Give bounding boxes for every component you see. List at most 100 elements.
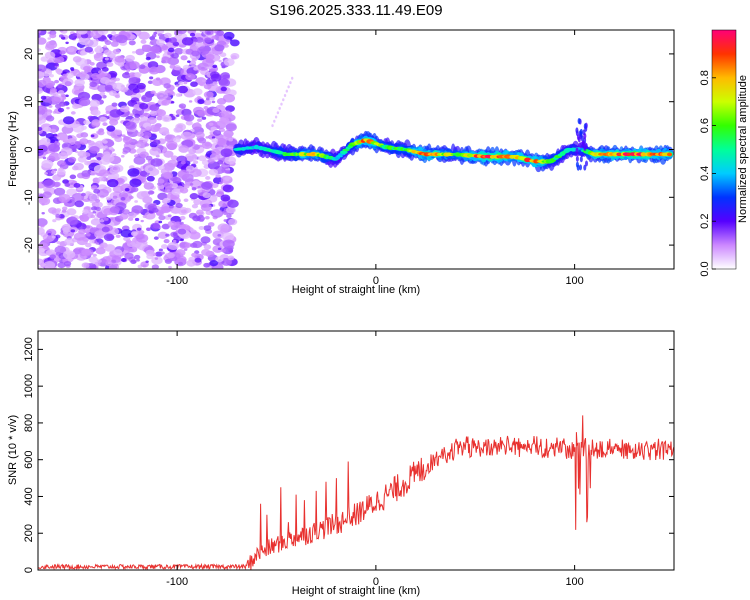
noise-blob <box>202 79 206 83</box>
noise-blob <box>151 147 157 152</box>
noise-blob <box>108 165 114 169</box>
noise-blob <box>204 37 212 43</box>
noise-blob <box>138 31 150 40</box>
noise-blob <box>161 223 170 230</box>
noise-blob <box>177 228 187 235</box>
noise-blob <box>289 81 292 85</box>
noise-blob <box>62 73 68 78</box>
noise-blob <box>89 99 100 108</box>
noise-blob <box>53 62 59 67</box>
noise-blob <box>49 87 58 93</box>
noise-blob <box>134 72 142 78</box>
noise-blob <box>105 110 111 115</box>
noise-blob <box>103 45 107 48</box>
noise-blob <box>80 192 86 197</box>
noise-blob <box>145 260 149 263</box>
noise-blob <box>151 34 157 38</box>
noise-blob <box>200 203 212 212</box>
noise-blob <box>122 209 130 215</box>
noise-blob <box>95 198 101 203</box>
noise-blob <box>163 150 174 158</box>
snr-y-tick-label: 400 <box>23 487 35 505</box>
ridge-blob <box>579 156 583 163</box>
snr-x-tick-label: -100 <box>166 576 188 588</box>
noise-blob <box>225 123 237 132</box>
noise-blob <box>197 185 201 189</box>
noise-blob <box>179 187 189 194</box>
noise-blob <box>274 115 278 119</box>
noise-blob <box>156 115 163 121</box>
noise-blob <box>115 34 128 44</box>
noise-blob <box>95 242 99 245</box>
noise-blob <box>198 144 203 148</box>
noise-blob <box>140 219 144 223</box>
noise-blob <box>180 209 187 214</box>
noise-blob <box>128 83 139 91</box>
snr-y-ticks: 0 200 400 600 800 1000 1200 <box>23 337 674 573</box>
noise-blob <box>38 266 42 269</box>
noise-blob <box>167 47 175 53</box>
noise-blob <box>223 44 229 48</box>
noise-blob <box>38 247 45 253</box>
noise-blob <box>44 172 48 175</box>
noise-blob <box>205 176 211 180</box>
noise-blob <box>221 110 233 119</box>
noise-blob <box>38 79 47 87</box>
noise-blob <box>72 72 77 75</box>
noise-blob <box>114 94 121 99</box>
noise-blob <box>92 253 97 257</box>
noise-blob <box>148 66 160 75</box>
noise-blob <box>99 116 108 123</box>
noise-blob <box>157 231 168 239</box>
noise-blob <box>201 181 213 190</box>
noise-blob <box>109 109 122 118</box>
noise-blob <box>151 264 159 269</box>
noise-blob <box>89 239 95 244</box>
noise-blob <box>223 58 235 67</box>
noise-blob <box>125 121 137 130</box>
ridge-blob <box>584 160 588 167</box>
ridge-blob <box>577 117 581 124</box>
noise-blob <box>195 131 205 139</box>
noise-blob <box>38 34 41 39</box>
noise-blob <box>145 249 155 256</box>
ridge-blob <box>575 155 579 162</box>
noise-blob <box>127 131 133 135</box>
noise-blob <box>51 235 56 239</box>
noise-blob <box>273 119 276 123</box>
noise-blob <box>203 244 212 250</box>
noise-blob <box>229 39 240 47</box>
noise-blob <box>167 214 172 218</box>
noise-blob <box>191 203 199 209</box>
noise-blob <box>89 199 95 204</box>
noise-blob <box>162 197 171 204</box>
noise-blob <box>61 162 66 166</box>
noise-blob <box>45 115 55 122</box>
noise-blob <box>44 51 56 60</box>
noise-blob <box>38 113 44 121</box>
noise-blob <box>58 133 69 141</box>
noise-blob <box>78 36 91 46</box>
noise-blob <box>175 30 188 35</box>
noise-blob <box>163 83 171 89</box>
noise-blob <box>114 263 119 267</box>
noise-blob <box>54 79 60 84</box>
noise-blob <box>140 39 147 44</box>
noise-blob <box>119 213 129 220</box>
noise-blob <box>186 259 197 267</box>
noise-blob <box>212 64 218 69</box>
noise-blob <box>110 41 119 47</box>
noise-blob <box>209 260 219 267</box>
noise-blob <box>220 227 229 234</box>
spectrogram-y-ticks: -20 -10 0 10 20 <box>23 48 674 253</box>
noise-blob <box>217 247 222 251</box>
noise-blob <box>188 148 197 155</box>
noise-blob <box>218 59 222 63</box>
noise-blob <box>192 88 203 96</box>
noise-blob <box>155 77 161 81</box>
noise-blob <box>291 76 294 80</box>
snr-x-label: Height of straight line (km) <box>292 585 420 597</box>
noise-blob <box>72 32 78 37</box>
noise-blob <box>111 31 117 35</box>
noise-blob <box>62 226 72 233</box>
